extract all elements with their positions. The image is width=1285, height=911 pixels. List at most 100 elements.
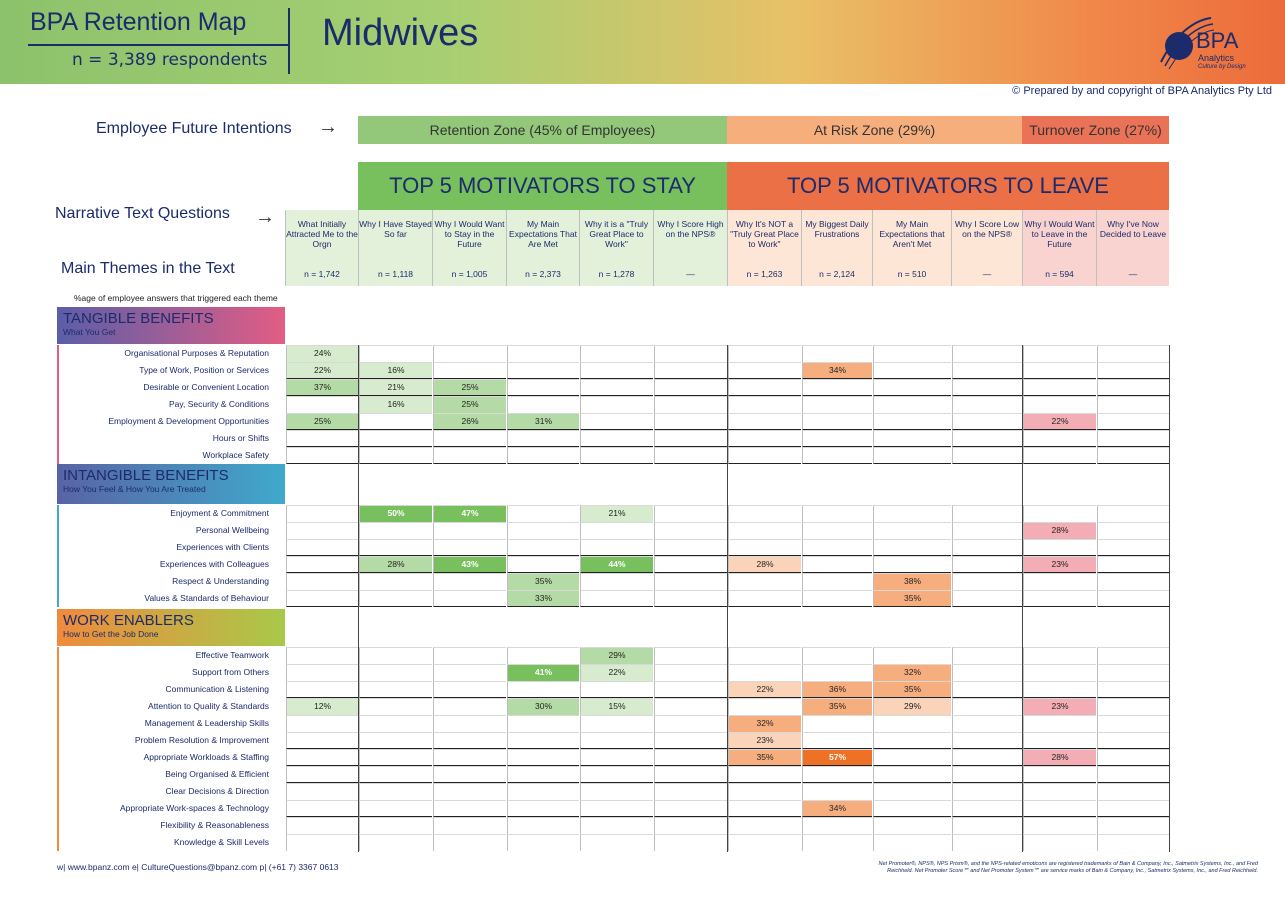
- heatmap-cell: [1097, 698, 1169, 715]
- heatmap-cell: [433, 590, 506, 607]
- heatmap-cell: [580, 817, 653, 834]
- heatmap-cell: 57%: [802, 749, 872, 766]
- heatmap-cell: [507, 522, 579, 539]
- heatmap-cell: [580, 379, 653, 396]
- heatmap-cell: [873, 539, 951, 556]
- heatmap-cell: [1023, 732, 1096, 749]
- heatmap-cell: [1023, 766, 1096, 783]
- heatmap-cell: [802, 522, 872, 539]
- heatmap-cell: [728, 698, 801, 715]
- heatmap-cell: [359, 447, 432, 464]
- theme-label: Communication & Listening: [165, 684, 269, 694]
- heatmap-cell: [359, 800, 432, 817]
- theme-label: Being Organised & Efficient: [165, 769, 269, 779]
- column-sample-size: n = 1,742: [304, 269, 340, 279]
- heatmap-cell: [1097, 647, 1169, 664]
- heatmap-cell: [359, 749, 432, 766]
- heatmap-cell: [728, 590, 801, 607]
- column-header: Why I Score High on the NPS® —: [653, 210, 727, 286]
- theme-label: Employment & Development Opportunities: [108, 416, 269, 426]
- heatmap-cell: [802, 396, 872, 413]
- heatmap-cell: 23%: [1023, 698, 1096, 715]
- heatmap-cell: [952, 647, 1022, 664]
- future-intentions-label: Employee Future Intentions: [96, 120, 292, 137]
- heatmap-cell: [433, 522, 506, 539]
- heatmap-cell: [802, 539, 872, 556]
- heatmap-cell: 32%: [873, 664, 951, 681]
- theme-label: Clear Decisions & Direction: [165, 786, 269, 796]
- heatmap-cell: [728, 766, 801, 783]
- heatmap-cell: [728, 647, 801, 664]
- heatmap-cell: [359, 413, 432, 430]
- heatmap-cell: [286, 783, 358, 800]
- heatmap-cell: [654, 539, 727, 556]
- heatmap-cell: 25%: [433, 396, 506, 413]
- heatmap-cell: [728, 430, 801, 447]
- heatmap-cell: [507, 396, 579, 413]
- heatmap-cell: [654, 715, 727, 732]
- heatmap-cell: [1023, 817, 1096, 834]
- heatmap-cell: [433, 800, 506, 817]
- column-sample-size: n = 594: [1045, 269, 1074, 279]
- column-sample-size: n = 1,263: [746, 269, 783, 279]
- heatmap-cell: 36%: [802, 681, 872, 698]
- heatmap-cell: [952, 732, 1022, 749]
- top5-leave-banner: TOP 5 MOTIVATORS TO LEAVE: [727, 162, 1169, 210]
- heatmap-cell: [1097, 800, 1169, 817]
- heatmap-cell: 16%: [359, 396, 432, 413]
- heatmap-cell: [654, 362, 727, 379]
- heatmap-cell: [433, 573, 506, 590]
- column-question: Why I've Now Decided to Leave: [1099, 219, 1167, 239]
- heatmap-cell: [952, 430, 1022, 447]
- heatmap-cell: [1023, 430, 1096, 447]
- heatmap-cell: [873, 715, 951, 732]
- heatmap-cell: [873, 766, 951, 783]
- theme-label: Respect & Understanding: [172, 576, 269, 586]
- heatmap-cell: [507, 732, 579, 749]
- heatmap-cell: 25%: [286, 413, 358, 430]
- theme-label: Personal Wellbeing: [195, 525, 269, 535]
- heatmap-cell: [359, 664, 432, 681]
- section-header: INTANGIBLE BENEFITS How You Feel & How Yo…: [57, 464, 285, 504]
- heatmap-cell: [952, 573, 1022, 590]
- at-risk-zone: At Risk Zone (29%): [727, 116, 1022, 144]
- heatmap-cell: 34%: [802, 800, 872, 817]
- section-stripe: [57, 505, 59, 607]
- heatmap-cell: [873, 430, 951, 447]
- heatmap-cell: [286, 430, 358, 447]
- heatmap-cell: 21%: [580, 505, 653, 522]
- heatmap-cell: [433, 430, 506, 447]
- heatmap-cell: [433, 749, 506, 766]
- heatmap-cell: [580, 834, 653, 851]
- column-header: Why I Have Stayed So far n = 1,118: [358, 210, 432, 286]
- heatmap-cell: 35%: [873, 590, 951, 607]
- theme-label: Attention to Quality & Standards: [148, 701, 269, 711]
- heatmap-cell: [952, 413, 1022, 430]
- heatmap-cell: [873, 522, 951, 539]
- section-stripe: [57, 345, 59, 464]
- column-header: Why I Would Want to Stay in the Future n …: [432, 210, 506, 286]
- column-question: Why It's NOT a "Truly Great Place to Wor…: [730, 219, 799, 249]
- main-themes-label: Main Themes in the Text: [61, 260, 235, 277]
- heatmap-cell: [728, 539, 801, 556]
- heatmap-cell: [359, 681, 432, 698]
- heatmap-cell: [654, 698, 727, 715]
- theme-label: Support from Others: [191, 667, 269, 677]
- heatmap-cell: [1097, 573, 1169, 590]
- percentage-note: %age of employee answers that triggered …: [74, 293, 278, 303]
- heatmap-cell: [654, 681, 727, 698]
- section-title: INTANGIBLE BENEFITS: [63, 467, 229, 484]
- heatmap-cell: [728, 505, 801, 522]
- heatmap-cell: 37%: [286, 379, 358, 396]
- heatmap-cell: [1023, 573, 1096, 590]
- heatmap-cell: 30%: [507, 698, 579, 715]
- heatmap-cell: [507, 834, 579, 851]
- heatmap-cell: [654, 647, 727, 664]
- contact-details: w| www.bpanz.com e| CultureQuestions@bpa…: [57, 862, 339, 872]
- heatmap-cell: [433, 681, 506, 698]
- heatmap-cell: [433, 766, 506, 783]
- heatmap-cell: [802, 647, 872, 664]
- theme-label: Management & Leadership Skills: [144, 718, 269, 728]
- column-sample-size: —: [686, 269, 695, 279]
- heatmap-cell: [1023, 800, 1096, 817]
